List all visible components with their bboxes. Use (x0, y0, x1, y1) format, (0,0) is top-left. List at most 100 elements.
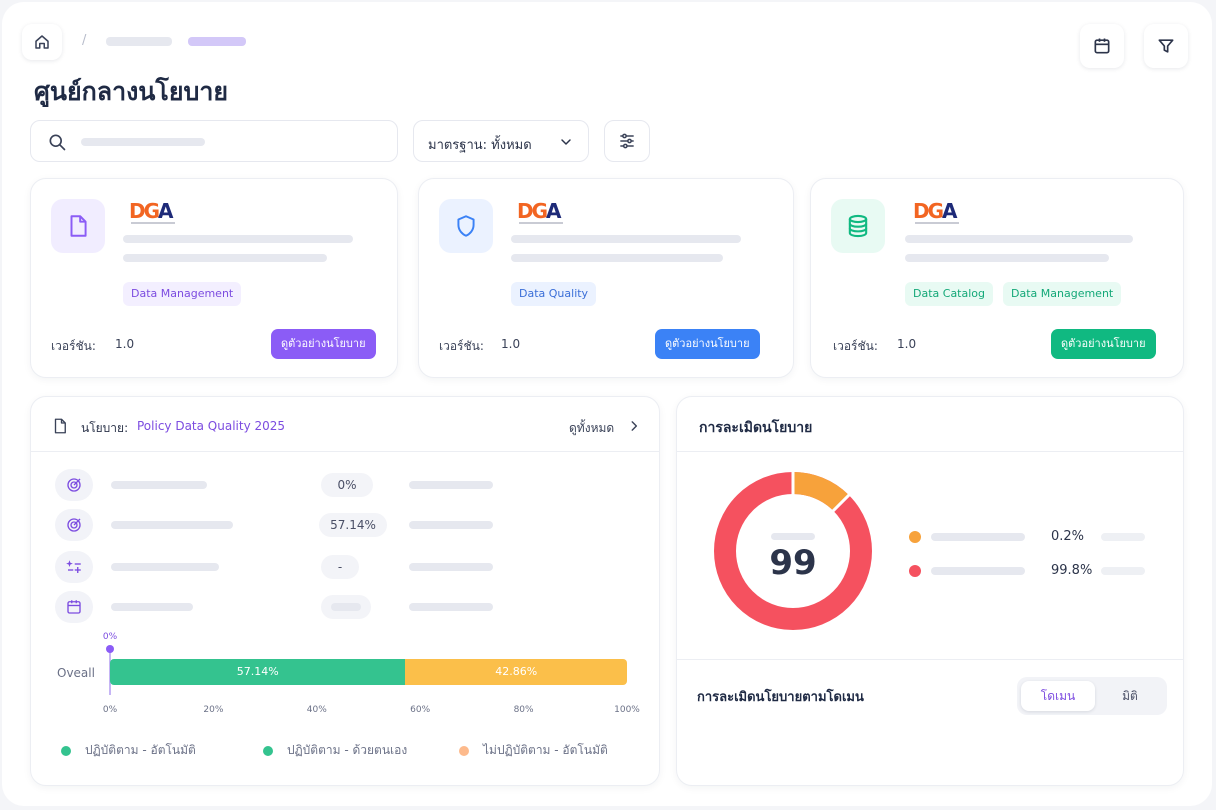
legend-extra (1101, 567, 1145, 575)
home-button[interactable] (22, 24, 62, 60)
filter-icon (1158, 39, 1174, 53)
version-label: เวอร์ชัน: (833, 339, 878, 353)
policy-card-icon (831, 199, 885, 253)
calendar-icon (67, 600, 81, 614)
toggle-dimension[interactable]: มิติ (1122, 689, 1138, 703)
shield-icon (457, 215, 475, 237)
chevron-down-icon (561, 139, 571, 145)
version-label: เวอร์ชัน: (439, 339, 484, 353)
tag-chip: Data Management (123, 282, 242, 306)
bar-zero-marker (106, 645, 114, 653)
donut-center-value: 99 (769, 543, 817, 583)
tag-chip: Data Catalog (905, 282, 994, 306)
x-tick-label: 0% (102, 705, 118, 715)
legend-dot (459, 745, 469, 756)
divider (677, 451, 1183, 452)
target-icon (67, 478, 81, 492)
search-placeholder (81, 138, 205, 146)
bar-data-label: 0% (102, 632, 118, 642)
filter-button[interactable] (1144, 24, 1188, 68)
policy-card[interactable]: DGA Data Quality เวอร์ชัน: 1.0 ดูตัวอย่า… (418, 178, 794, 378)
policy-name: Policy Data Quality 2025 (137, 419, 286, 433)
legend-item: ไม่ปฏิบัติตาม - อัตโนมัติ (459, 741, 608, 760)
database-icon (848, 214, 868, 238)
version-label: เวอร์ชัน: (51, 339, 96, 353)
metric-row-extra (409, 603, 493, 611)
policy-card-subtitle (905, 254, 1109, 262)
view-all-link[interactable]: ดูทั้งหมด (569, 421, 615, 435)
policy-label: นโยบาย: (81, 421, 129, 435)
policy-card[interactable]: DGA Data Catalog Data Management เวอร์ชั… (810, 178, 1184, 378)
page-title: ศูนย์กลางนโยบาย (34, 77, 229, 106)
legend-label: ไม่ปฏิบัติตาม - อัตโนมัติ (483, 743, 608, 757)
search-input[interactable] (30, 120, 398, 162)
divider (31, 451, 659, 452)
legend-value: 99.8% (1051, 563, 1093, 578)
policy-card-title (905, 235, 1133, 243)
policy-card-title (123, 235, 353, 243)
policy-card-subtitle (123, 254, 327, 262)
legend-label (931, 533, 1025, 541)
metric-row-extra (409, 563, 493, 571)
policy-card-title (511, 235, 741, 243)
metric-row-icon (55, 551, 93, 583)
legend-label: ปฏิบัติตาม - ด้วยตนเอง (287, 743, 408, 757)
metric-row-value: 57.14% (319, 513, 387, 537)
chevron-right-icon[interactable] (627, 419, 641, 433)
violation-donut-chart (714, 471, 872, 630)
breadcrumb-item[interactable] (106, 37, 172, 46)
violation-panel: การละเมิดนโยบาย 99 0.2% 99.8% การละเมิดน… (676, 396, 1184, 786)
legend-label: ปฏิบัติตาม - อัตโนมัติ (85, 743, 196, 757)
divider (677, 659, 1183, 660)
policy-card[interactable]: DGA Data Management เวอร์ชัน: 1.0 ดูตัวอ… (30, 178, 398, 378)
metric-row-label (111, 603, 193, 611)
calendar-button[interactable] (1080, 24, 1124, 68)
standard-dropdown[interactable]: มาตรฐาน: ทั้งหมด (413, 120, 589, 162)
bar-segment: 42.86% (405, 659, 627, 685)
x-tick-label: 80% (513, 705, 534, 715)
x-tick-label: 100% (614, 705, 640, 715)
metric-row-icon (55, 469, 93, 501)
legend-item: ปฏิบัติตาม - ด้วยตนเอง (263, 741, 407, 760)
legend-dot (61, 745, 71, 756)
breadcrumb-separator: / (82, 33, 87, 48)
violation-title: การละเมิดนโยบาย (699, 420, 813, 436)
domain-dimension-toggle: โดเมน มิติ (1017, 677, 1167, 715)
calendar-icon (1094, 38, 1110, 54)
x-tick-label: 40% (306, 705, 327, 715)
policy-card-icon (51, 199, 105, 253)
legend-dot (909, 531, 921, 543)
breadcrumb-current[interactable] (188, 37, 246, 46)
document-icon (70, 215, 87, 237)
metric-row-label (111, 521, 233, 529)
dga-logo: DGA (517, 201, 565, 229)
policy-detail-panel: นโยบาย: Policy Data Quality 2025 ดูทั้งห… (30, 396, 660, 786)
donut-separator (831, 493, 851, 513)
legend-dot (263, 745, 273, 756)
toggle-domain[interactable]: โดเมน (1021, 681, 1095, 711)
filter-settings-button[interactable] (604, 120, 650, 162)
bar-segment: 57.14% (110, 659, 406, 685)
x-tick-label: 60% (410, 705, 431, 715)
metric-row-extra (409, 481, 493, 489)
metric-row-label (111, 563, 219, 571)
legend-dot (909, 565, 921, 577)
version-value: 1.0 (115, 337, 135, 351)
legend-item: ปฏิบัติตาม - อัตโนมัติ (61, 741, 196, 760)
policy-card-subtitle (511, 254, 723, 262)
view-policy-button[interactable]: ดูตัวอย่างนโยบาย (1051, 329, 1156, 359)
legend-extra (1101, 533, 1145, 541)
donut-center-label (771, 533, 815, 540)
metric-row-icon (55, 509, 93, 541)
metric-row-value (321, 595, 371, 619)
view-policy-button[interactable]: ดูตัวอย่างนโยบาย (271, 329, 376, 359)
sparkle-list-icon (66, 560, 81, 573)
target-icon (67, 518, 81, 532)
view-policy-button[interactable]: ดูตัวอย่างนโยบาย (655, 329, 760, 359)
x-tick-label: 20% (203, 705, 224, 715)
home-icon (35, 35, 49, 49)
bar-category-label: Oveall (57, 666, 95, 680)
metric-row-icon (55, 591, 93, 623)
metric-row-value: - (321, 555, 359, 579)
